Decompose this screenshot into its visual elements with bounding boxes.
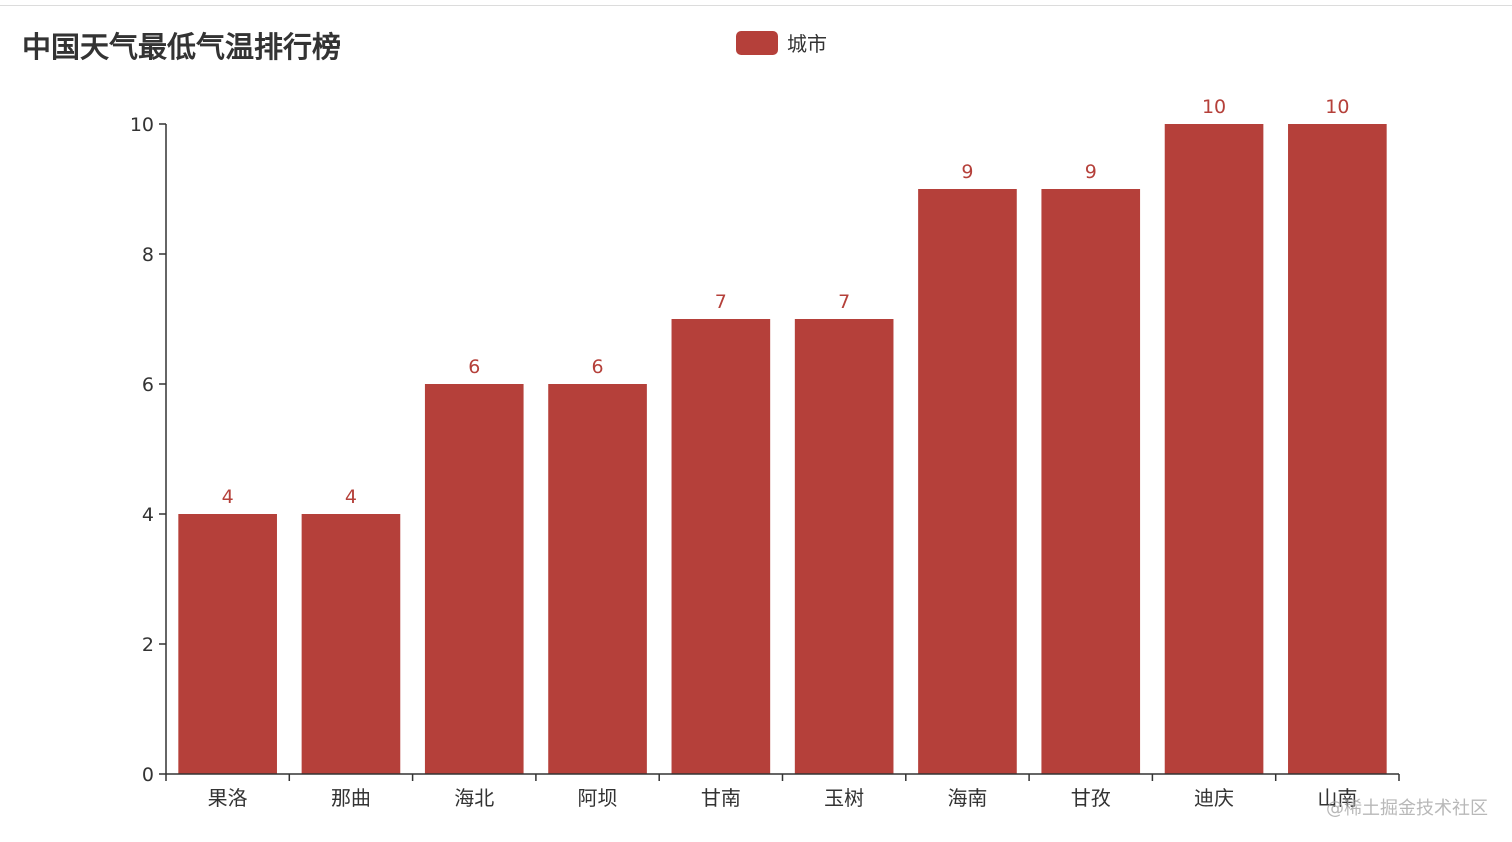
bar[interactable] bbox=[1164, 124, 1264, 774]
bar[interactable] bbox=[1288, 124, 1387, 774]
y-tick-label: 8 bbox=[142, 244, 154, 266]
bar[interactable] bbox=[301, 514, 401, 774]
bar-value-label: 9 bbox=[961, 161, 973, 183]
x-tick-label: 果洛 bbox=[208, 786, 248, 810]
bar-value-label: 6 bbox=[468, 356, 480, 378]
bar[interactable] bbox=[918, 189, 1017, 774]
bar-value-label: 4 bbox=[222, 486, 234, 508]
legend-label: 城市 bbox=[787, 32, 827, 56]
x-tick-label: 甘南 bbox=[701, 786, 741, 810]
watermark: @稀土掘金技术社区 bbox=[1326, 798, 1488, 819]
bar-value-label: 10 bbox=[1325, 96, 1349, 118]
bar-value-label: 4 bbox=[345, 486, 357, 508]
x-tick-label: 迪庆 bbox=[1194, 786, 1234, 810]
bar-value-label: 10 bbox=[1202, 96, 1226, 118]
y-tick-label: 4 bbox=[142, 504, 154, 526]
x-tick-label: 甘孜 bbox=[1071, 786, 1111, 810]
x-tick-label: 阿坝 bbox=[578, 786, 618, 810]
y-tick-label: 10 bbox=[130, 114, 154, 136]
y-tick-label: 6 bbox=[142, 374, 154, 396]
legend-swatch bbox=[736, 30, 778, 55]
bar-value-label: 7 bbox=[838, 291, 850, 313]
top-divider bbox=[0, 5, 1512, 6]
bar-value-label: 7 bbox=[715, 291, 727, 313]
x-tick-label: 玉树 bbox=[824, 786, 864, 810]
bar[interactable] bbox=[794, 319, 894, 774]
bar[interactable] bbox=[671, 319, 771, 774]
x-tick-label: 海北 bbox=[454, 786, 494, 810]
legend[interactable]: 城市 bbox=[736, 28, 827, 57]
bar[interactable] bbox=[548, 384, 647, 774]
bar-value-label: 6 bbox=[592, 356, 604, 378]
bar[interactable] bbox=[1041, 189, 1141, 774]
x-tick-label: 那曲 bbox=[331, 786, 371, 810]
bar-value-label: 9 bbox=[1085, 161, 1097, 183]
x-tick-label: 海南 bbox=[947, 786, 987, 810]
y-tick-label: 0 bbox=[142, 764, 154, 786]
x-tick-label: 山南 bbox=[1317, 786, 1357, 810]
bar[interactable] bbox=[424, 384, 524, 774]
y-tick-label: 2 bbox=[142, 634, 154, 656]
bar[interactable] bbox=[178, 514, 277, 774]
chart-title: 中国天气最低气温排行榜 bbox=[22, 30, 342, 64]
